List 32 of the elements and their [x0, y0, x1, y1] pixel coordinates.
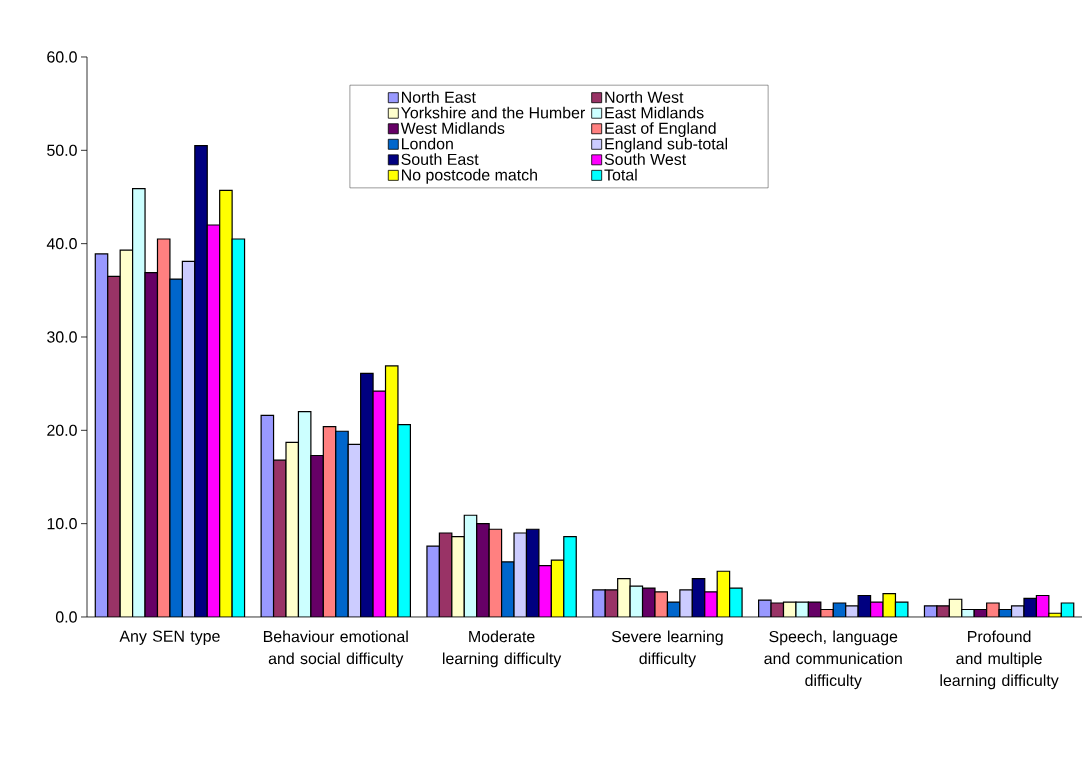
bar — [704, 591, 718, 617]
bar — [335, 431, 349, 617]
y-tick-label: 60.0 — [47, 51, 77, 63]
legend-label: North West — [605, 91, 684, 103]
bar — [476, 523, 490, 617]
bar — [451, 536, 465, 617]
y-tick-label: 50.0 — [47, 144, 77, 156]
legend-label: North East — [402, 91, 476, 103]
y-tick-label: 10.0 — [47, 518, 77, 530]
y-tick-label: 0.0 — [55, 611, 77, 623]
y-tick-label: 30.0 — [47, 331, 77, 343]
legend-label: East Midlands — [605, 106, 704, 119]
x-tick-label: Any SEN type — [119, 630, 220, 645]
legend-label: South West — [604, 153, 687, 165]
x-tick-label: Profound and multiple learning difficulty — [940, 630, 1059, 690]
legend-label: Yorkshire and the Humber — [401, 106, 585, 119]
legend-label: South East — [401, 153, 479, 165]
legend-label: East of England — [605, 122, 716, 138]
legend-label: West Midlands — [400, 122, 505, 134]
legend-label: No postcode match — [402, 168, 537, 184]
x-tick-label: Behaviour emotional and social difficulty — [263, 630, 408, 668]
legend-label: London — [402, 137, 453, 150]
legend-label: Total — [604, 168, 637, 181]
bar — [563, 536, 577, 617]
bar — [107, 276, 121, 617]
x-tick-label: Speech, language and communication difficulty — [764, 630, 902, 690]
bar — [194, 145, 208, 617]
y-tick-label: 20.0 — [47, 424, 77, 436]
legend-label: England sub-total — [605, 137, 728, 153]
x-tick-label: Moderate learning difficulty — [443, 630, 562, 668]
y-tick-label: 40.0 — [46, 238, 77, 250]
x-tick-label: Severe learning difficulty — [611, 630, 723, 668]
